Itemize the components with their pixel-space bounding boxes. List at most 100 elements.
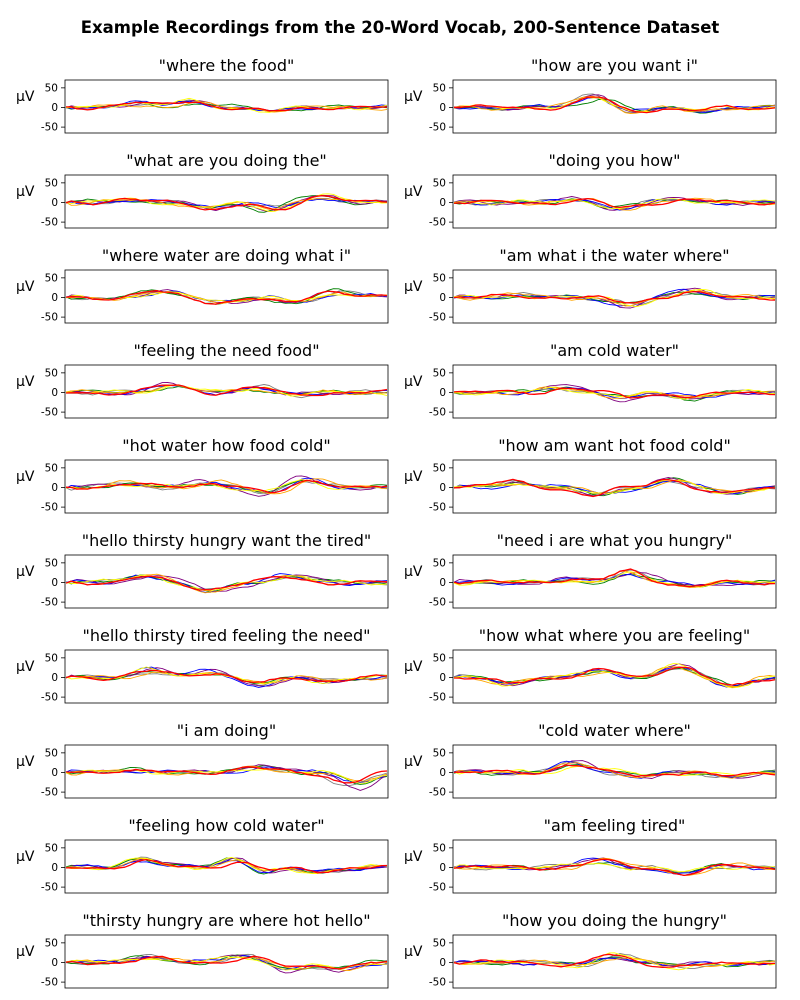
y-tick-label: 50 xyxy=(433,367,446,379)
y-tick-label: 50 xyxy=(433,747,446,759)
axes-frame xyxy=(452,459,777,514)
y-tick-label: 50 xyxy=(433,557,446,569)
panel: -50 0 50 xyxy=(429,934,777,989)
trace-line xyxy=(453,953,776,969)
trace-line xyxy=(65,575,388,591)
axes-frame xyxy=(64,174,389,229)
y-tick-label: 50 xyxy=(45,367,58,379)
panel-title: "thirsty hungry are where hot hello" xyxy=(82,911,371,930)
panel: -50 0 50 xyxy=(41,269,389,324)
y-tick-label: 0 xyxy=(439,862,446,874)
y-tick-label: 0 xyxy=(51,387,58,399)
trace-line xyxy=(453,387,776,400)
y-tick-label: -50 xyxy=(41,787,58,799)
trace-line xyxy=(65,481,388,495)
trace-line xyxy=(453,857,776,876)
y-tick-label: 50 xyxy=(433,842,446,854)
panel-title: "cold water where" xyxy=(538,721,691,740)
panel-title: "how you doing the hungry" xyxy=(501,911,728,930)
axes-frame xyxy=(452,934,777,989)
trace-line xyxy=(66,101,388,112)
y-tick-label: 0 xyxy=(51,292,58,304)
y-tick-label: -50 xyxy=(429,407,446,419)
panel: -50 0 50 xyxy=(41,79,389,134)
trace-line xyxy=(65,479,388,494)
y-tick-label: -50 xyxy=(429,692,446,704)
panel: -50 0 50 xyxy=(41,934,389,989)
panel-title: "what are you doing the" xyxy=(126,151,327,170)
y-tick-label: -50 xyxy=(41,217,58,229)
y-tick-label: 0 xyxy=(439,672,446,684)
axes-frame xyxy=(452,649,777,704)
y-tick-label: 50 xyxy=(433,272,446,284)
panel-title: "doing you how" xyxy=(548,151,681,170)
y-tick-label: 0 xyxy=(439,292,446,304)
y-axis-label: μV xyxy=(16,658,35,675)
trace-line xyxy=(65,290,388,305)
y-axis-label: μV xyxy=(16,563,35,580)
y-tick-label: 50 xyxy=(433,937,446,949)
y-axis-label: μV xyxy=(404,88,423,105)
trace-line xyxy=(453,858,776,877)
panel-title: "feeling how cold water" xyxy=(128,816,325,835)
y-axis-label: μV xyxy=(16,753,35,770)
y-axis-label: μV xyxy=(404,943,423,960)
trace-line xyxy=(65,291,387,304)
trace-line xyxy=(65,194,388,211)
axes-frame xyxy=(64,79,389,134)
axes-frame xyxy=(452,269,777,324)
panel-title: "am cold water" xyxy=(549,341,680,360)
y-axis-label: μV xyxy=(16,373,35,390)
panel: -50 0 50 xyxy=(429,79,777,134)
panel: -50 0 50 xyxy=(429,554,777,609)
panel: -50 0 50 xyxy=(429,269,777,324)
panel: -50 0 50 xyxy=(41,459,389,514)
y-tick-label: -50 xyxy=(429,597,446,609)
axes-frame xyxy=(64,839,389,894)
y-tick-label: 50 xyxy=(433,652,446,664)
y-axis-label: μV xyxy=(404,753,423,770)
trace-line xyxy=(453,387,776,399)
trace-line xyxy=(65,478,388,495)
trace-line xyxy=(453,863,776,873)
trace-line xyxy=(65,384,388,397)
y-tick-label: 0 xyxy=(439,482,446,494)
axes-frame xyxy=(64,269,389,324)
y-tick-label: 0 xyxy=(51,577,58,589)
y-tick-label: -50 xyxy=(41,882,58,894)
y-axis-label: μV xyxy=(16,468,35,485)
y-axis-label: μV xyxy=(16,183,35,200)
y-tick-label: 0 xyxy=(51,482,58,494)
axes-frame xyxy=(452,79,777,134)
y-tick-label: 50 xyxy=(45,557,58,569)
trace-line xyxy=(453,663,776,689)
y-tick-label: -50 xyxy=(429,502,446,514)
trace-line xyxy=(65,198,388,210)
y-tick-label: 0 xyxy=(51,197,58,209)
axes-frame xyxy=(64,744,389,799)
y-tick-label: -50 xyxy=(429,977,446,989)
panel-title: "how what where you are feeling" xyxy=(478,626,751,645)
panel: -50 0 50 xyxy=(429,174,777,229)
y-axis-label: μV xyxy=(404,183,423,200)
trace-line xyxy=(65,955,388,970)
trace-line xyxy=(453,197,776,209)
panel: -50 0 50 xyxy=(429,839,777,894)
panel-title: "hello thirsty hungry want the tired" xyxy=(81,531,372,550)
panel-title: "need i are what you hungry" xyxy=(496,531,733,550)
y-tick-label: 0 xyxy=(439,767,446,779)
axes-frame xyxy=(452,364,777,419)
y-tick-label: 0 xyxy=(439,102,446,114)
y-tick-label: 0 xyxy=(51,672,58,684)
y-tick-label: 50 xyxy=(45,937,58,949)
panel-title: "hot water how food cold" xyxy=(122,436,331,455)
y-tick-label: 50 xyxy=(45,842,58,854)
y-tick-label: 50 xyxy=(45,652,58,664)
y-axis-label: μV xyxy=(404,563,423,580)
y-axis-label: μV xyxy=(16,88,35,105)
trace-line xyxy=(453,290,776,304)
y-tick-label: -50 xyxy=(429,787,446,799)
panel: -50 0 50 xyxy=(41,839,389,894)
